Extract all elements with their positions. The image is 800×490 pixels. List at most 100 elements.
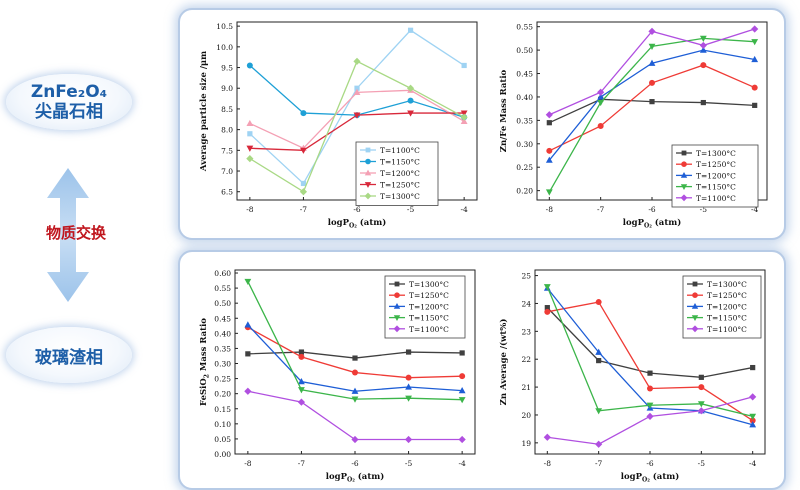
data-point: [405, 383, 412, 390]
data-point: [298, 349, 305, 355]
data-point: [405, 395, 412, 402]
data-point: [245, 351, 251, 357]
data-point: [751, 25, 759, 33]
y-tick-label: 0.30: [516, 140, 533, 149]
data-point: [543, 284, 551, 291]
data-point: [649, 79, 655, 86]
data-point: [597, 122, 604, 129]
data-point: [351, 435, 359, 444]
y-tick-label: 10.5: [216, 22, 233, 31]
x-tick-label: -7: [597, 205, 605, 214]
y-tick-label: 24: [521, 299, 531, 308]
x-tick-label: -8: [544, 459, 552, 468]
legend-marker: [393, 325, 401, 333]
y-tick-label: 0.40: [516, 93, 533, 102]
data-point: [698, 384, 705, 391]
series-group: [247, 27, 467, 187]
legend-label: T=1250°C: [409, 291, 449, 300]
legend-marker: [692, 281, 698, 287]
data-point: [405, 374, 412, 381]
legend-marker: [364, 169, 372, 176]
legend-marker: [393, 315, 401, 321]
double-arrow-icon: [47, 168, 89, 302]
y-tick-label: 6.5: [221, 188, 233, 197]
legend-marker: [681, 161, 687, 167]
y-tick-label: 8.5: [221, 105, 233, 114]
y-axis-label: Average particle size /μm: [199, 51, 209, 172]
y-tick-label: 0.35: [214, 344, 231, 353]
x-tick-label: -6: [648, 205, 656, 214]
data-point: [698, 374, 704, 380]
data-point: [352, 369, 358, 376]
x-tick-label: -6: [351, 459, 359, 468]
data-point: [545, 156, 553, 163]
data-point: [246, 145, 254, 152]
x-axis-label: logPO₂ (atm): [328, 217, 387, 230]
legend-marker: [680, 172, 688, 178]
data-point: [460, 117, 468, 124]
data-point: [751, 55, 759, 63]
data-point: [246, 119, 254, 127]
data-point: [597, 93, 605, 100]
y-axis-label: Zn/Fe Mass Ratio: [499, 69, 509, 152]
glass-slag-name: 玻璃渣相: [35, 347, 103, 368]
spinel-formula: ZnFe₂O₄: [30, 82, 108, 102]
x-tick-label: -4: [460, 205, 468, 214]
legend-marker: [365, 158, 371, 165]
x-tick-label: -8: [244, 459, 252, 468]
y-tick-label: 0.45: [516, 70, 533, 79]
legend-label: T=1150°C: [707, 314, 747, 323]
data-point: [749, 421, 757, 428]
series-group: [244, 278, 466, 404]
series-group: [544, 305, 756, 380]
data-point: [458, 387, 466, 394]
x-tick-label: -4: [751, 205, 759, 214]
data-point: [751, 39, 759, 46]
y-tick-label: 19: [521, 439, 531, 448]
legend-label: T=1200°C: [707, 302, 747, 311]
series-group: [246, 86, 468, 151]
data-point: [649, 99, 655, 105]
data-point: [300, 110, 307, 117]
y-tick-label: 0.00: [214, 450, 231, 459]
x-axis-label: logPO₂ (atm): [623, 217, 682, 230]
legend-label: T=1250°C: [707, 291, 747, 300]
spinel-phase-label: ZnFe₂O₄ 尖晶石相: [6, 74, 132, 130]
legend-label: T=1100°C: [409, 325, 449, 334]
data-point: [595, 299, 602, 306]
y-tick-label: 21: [521, 383, 531, 392]
legend-marker: [691, 315, 699, 321]
data-point: [648, 59, 656, 66]
legend-label: T=1150°C: [409, 314, 449, 323]
data-point: [298, 353, 305, 360]
legend-label: T=1300°C: [696, 149, 736, 158]
data-point: [244, 387, 252, 395]
data-point: [545, 111, 553, 119]
series-group: [244, 324, 466, 381]
legend-label: T=1100°C: [707, 325, 747, 334]
data-point: [697, 401, 705, 408]
series-group: [546, 96, 758, 126]
y-tick-label: 0.55: [214, 284, 231, 293]
data-point: [300, 147, 307, 154]
data-point: [407, 97, 414, 104]
y-tick-label: 0.30: [214, 360, 231, 369]
particle-size-chart: 6.5 7.0 7.5 8.0 8.5 9.0 9.5 10.0 10.5 -8 -7 -6 -5 -4 l…: [199, 21, 478, 230]
data-point: [699, 41, 707, 50]
y-tick-label: 0.10: [214, 420, 231, 429]
y-tick-label: 7.0: [221, 167, 233, 176]
data-point: [352, 355, 358, 361]
data-point: [246, 62, 253, 69]
data-point: [749, 417, 756, 424]
legend-marker: [691, 303, 699, 309]
x-tick-label: -7: [595, 459, 603, 468]
data-point: [699, 46, 707, 53]
series-group: [544, 299, 756, 424]
data-point: [459, 373, 466, 380]
data-point: [546, 147, 553, 154]
legend-label: T=1150°C: [380, 158, 420, 167]
y-tick-label: 8.0: [221, 126, 233, 135]
data-point: [648, 43, 656, 50]
data-point: [596, 358, 602, 364]
legend-label: T=1150°C: [696, 183, 736, 192]
